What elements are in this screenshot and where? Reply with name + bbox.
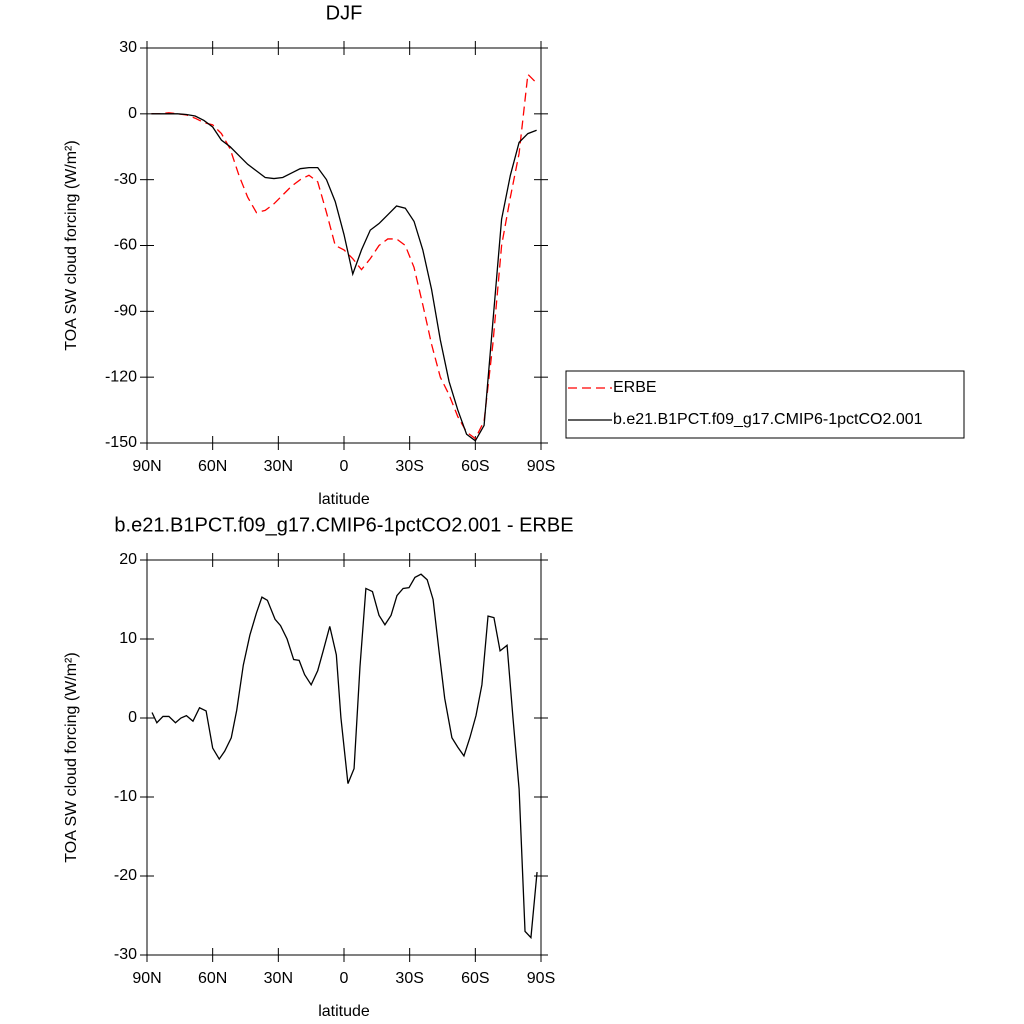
y-tick-label: -10 — [114, 788, 137, 805]
x-tick-label: 90N — [132, 458, 161, 475]
x-tick-label: 30S — [395, 458, 423, 475]
y-tick-label: -120 — [105, 368, 137, 385]
legend-box — [565, 370, 965, 439]
x-axis-label: latitude — [318, 491, 370, 508]
chart-title: b.e21.B1PCT.f09_g17.CMIP6-1pctCO2.001 - … — [114, 514, 573, 536]
legend-label: b.e21.B1PCT.f09_g17.CMIP6-1pctCO2.001 — [613, 411, 923, 428]
data-line — [151, 573, 538, 940]
x-tick-label: 0 — [340, 970, 349, 987]
x-tick-label: 90S — [527, 970, 555, 987]
y-tick-label: -20 — [114, 867, 137, 884]
y-tick-label: -30 — [114, 171, 137, 188]
x-tick-label: 60S — [461, 970, 489, 987]
y-tick-label: 0 — [128, 709, 137, 726]
data-line — [151, 72, 538, 440]
chart-title: DJF — [326, 2, 363, 24]
data-line — [151, 113, 537, 442]
legend-label: ERBE — [613, 379, 657, 396]
x-tick-label: 60S — [461, 458, 489, 475]
y-tick-label: -90 — [114, 303, 137, 320]
x-tick-label: 30N — [264, 458, 293, 475]
x-tick-label: 90S — [527, 458, 555, 475]
x-tick-label: 60N — [198, 970, 227, 987]
x-tick-label: 30S — [395, 970, 423, 987]
y-tick-label: -60 — [114, 237, 137, 254]
x-tick-label: 90N — [132, 970, 161, 987]
y-tick-label: -150 — [105, 434, 137, 451]
x-tick-label: 60N — [198, 458, 227, 475]
y-tick-label: 10 — [119, 630, 137, 647]
x-axis-label: latitude — [318, 1003, 370, 1020]
x-tick-label: 30N — [264, 970, 293, 987]
plot-frame — [146, 559, 542, 956]
y-tick-label: 20 — [119, 551, 137, 568]
x-tick-label: 0 — [340, 458, 349, 475]
y-tick-label: -30 — [114, 946, 137, 963]
plot-frame — [146, 47, 542, 444]
y-tick-label: 30 — [119, 39, 137, 56]
y-axis-label: TOA SW cloud forcing (W/m²) — [63, 652, 80, 862]
y-tick-label: 0 — [128, 105, 137, 122]
y-axis-label: TOA SW cloud forcing (W/m²) — [63, 140, 80, 350]
